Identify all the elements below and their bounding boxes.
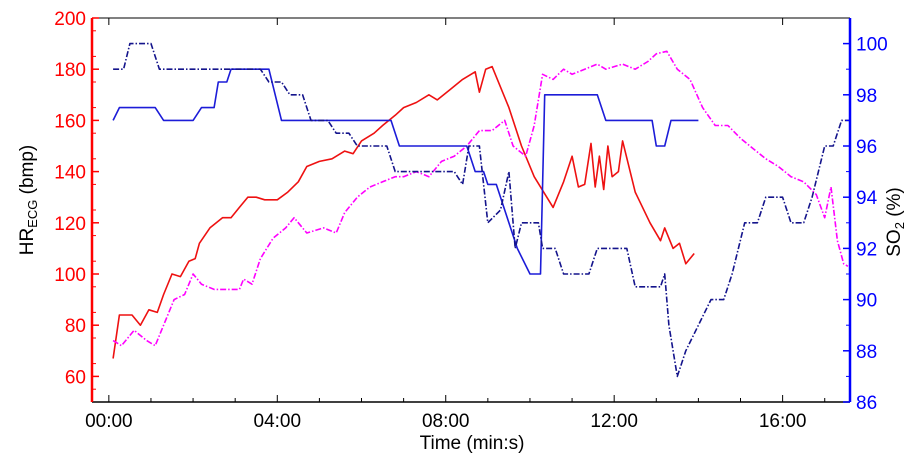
x-tick-label: 16:00	[759, 411, 807, 432]
y-left-tick-label: 180	[54, 60, 86, 81]
svg-text:HRECG (bmp): HRECG (bmp)	[17, 145, 40, 256]
y-right-tick-label: 98	[856, 86, 877, 107]
y-right-tick-label: 94	[856, 188, 878, 209]
series-line-3	[112, 68, 699, 275]
y-left-tick-label: 80	[65, 316, 86, 337]
y-left-tick-label: 140	[54, 163, 86, 184]
y-left-tick-label: 120	[54, 214, 86, 235]
y-left-tick-label: 200	[54, 9, 86, 30]
left-axis-title-tail: (bmp)	[17, 145, 38, 200]
x-tick-label: 00:00	[85, 411, 133, 432]
y-left-tick-label: 160	[54, 111, 86, 132]
series-line-2	[112, 50, 849, 347]
left-axis-title-sub: ECG	[25, 200, 40, 228]
series-line-1	[112, 65, 695, 359]
y-right-tick-label: 88	[856, 342, 877, 363]
right-axis-title-sub: 2	[892, 222, 907, 229]
x-tick-label: 12:00	[590, 411, 638, 432]
y-right-tick-label: 100	[856, 35, 888, 56]
right-axis-title: SO2 (%)	[884, 187, 907, 257]
left-axis-title: HRECG (bmp)	[17, 145, 40, 256]
y-left-tick-label: 60	[65, 367, 86, 388]
x-tick-label: 04:00	[254, 411, 302, 432]
series-layer	[112, 42, 850, 378]
y-right-tick-label: 86	[856, 393, 877, 414]
series-line-4	[113, 42, 850, 378]
y-right-tick-label: 90	[856, 291, 877, 312]
y-right-tick-label: 92	[856, 239, 877, 260]
right-axis-title-main: SO	[884, 229, 905, 256]
axes-layer: 00:00 04:00 08:00 12:00 16:00 60 80 100 120 140 16…	[54, 9, 887, 432]
x-axis-title: Time (min:s)	[420, 433, 525, 454]
y-right-tick-label: 96	[856, 137, 877, 158]
left-axis-title-main: HR	[17, 228, 38, 255]
y-left-tick-label: 100	[54, 265, 86, 286]
right-axis-title-tail: (%)	[884, 187, 905, 222]
x-tick-label: 08:00	[422, 411, 470, 432]
svg-text:SO2 (%): SO2 (%)	[884, 187, 907, 257]
